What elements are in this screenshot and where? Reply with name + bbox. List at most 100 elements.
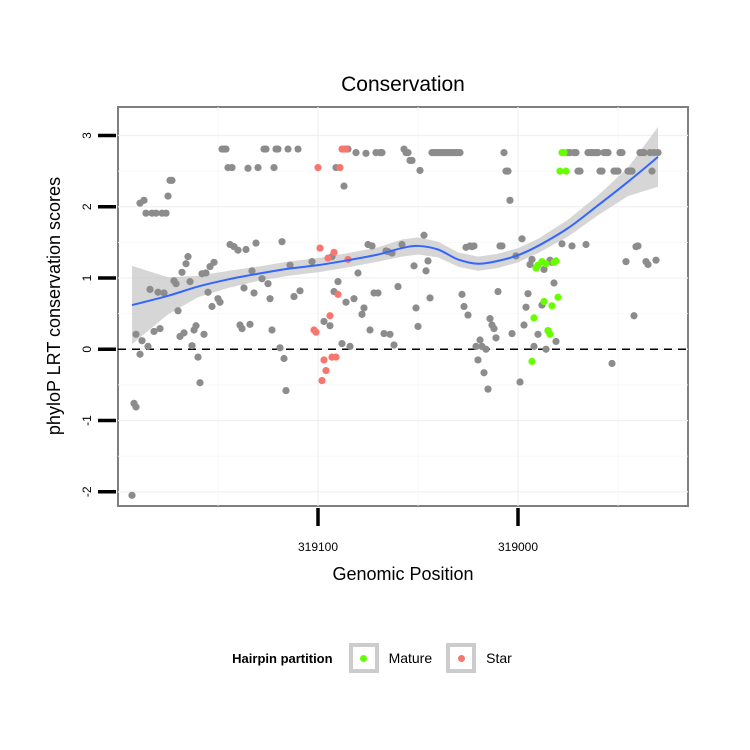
point-other-151 bbox=[474, 356, 482, 364]
point-star-8 bbox=[326, 312, 334, 320]
point-other-157 bbox=[486, 315, 494, 323]
point-other-79 bbox=[294, 145, 302, 153]
point-other-65 bbox=[262, 145, 270, 153]
point-other-170 bbox=[516, 378, 524, 386]
point-other-110 bbox=[386, 330, 394, 338]
point-mature-8 bbox=[546, 330, 554, 338]
point-other-206 bbox=[604, 149, 612, 157]
point-other-18 bbox=[162, 209, 170, 217]
point-other-222 bbox=[640, 149, 648, 157]
point-mature-9 bbox=[548, 302, 556, 310]
point-other-155 bbox=[482, 345, 490, 353]
point-other-226 bbox=[648, 167, 656, 175]
y-tick-label-0: -2 bbox=[80, 486, 94, 497]
point-other-122 bbox=[414, 322, 422, 331]
x-axis: 319100 319000 bbox=[298, 508, 538, 554]
point-other-6 bbox=[138, 337, 146, 345]
point-star-7 bbox=[324, 254, 332, 262]
point-other-19 bbox=[164, 192, 172, 200]
point-mature-5 bbox=[540, 297, 548, 306]
point-other-96 bbox=[358, 310, 366, 318]
point-other-212 bbox=[618, 149, 626, 157]
legend-label-star: Star bbox=[486, 650, 512, 666]
point-other-112 bbox=[390, 341, 398, 349]
point-other-39 bbox=[204, 288, 212, 296]
point-other-120 bbox=[410, 262, 418, 270]
point-other-26 bbox=[178, 268, 186, 276]
point-other-154 bbox=[480, 369, 488, 377]
point-star-11 bbox=[332, 353, 340, 361]
point-star-3 bbox=[316, 244, 324, 252]
point-other-30 bbox=[186, 277, 194, 286]
point-other-29 bbox=[184, 253, 192, 261]
point-other-98 bbox=[362, 149, 370, 157]
point-other-33 bbox=[192, 322, 200, 330]
plot-panel bbox=[117, 106, 689, 507]
point-other-100 bbox=[366, 326, 374, 334]
point-other-213 bbox=[622, 258, 630, 266]
point-other-164 bbox=[500, 149, 508, 157]
point-other-125 bbox=[422, 267, 430, 275]
point-other-42 bbox=[210, 258, 218, 266]
point-other-71 bbox=[274, 145, 282, 153]
confidence-ribbon bbox=[132, 126, 658, 345]
point-other-62 bbox=[254, 163, 262, 172]
point-other-38 bbox=[202, 269, 210, 277]
point-other-217 bbox=[630, 312, 638, 320]
point-other-9 bbox=[144, 342, 152, 350]
point-other-76 bbox=[284, 145, 292, 153]
point-other-63 bbox=[258, 275, 266, 283]
point-other-57 bbox=[244, 164, 252, 172]
point-star-4 bbox=[318, 377, 326, 385]
points-layer bbox=[128, 145, 662, 499]
point-other-177 bbox=[530, 342, 538, 350]
point-other-56 bbox=[242, 245, 250, 254]
point-other-163 bbox=[498, 242, 506, 250]
point-other-72 bbox=[276, 344, 284, 352]
point-star-2 bbox=[310, 326, 318, 334]
point-other-97 bbox=[360, 304, 368, 312]
point-other-107 bbox=[380, 329, 388, 338]
point-star-16 bbox=[342, 145, 350, 153]
point-other-149 bbox=[470, 242, 478, 250]
point-other-114 bbox=[398, 240, 406, 249]
x-tick-label-1: 319000 bbox=[498, 540, 538, 554]
point-other-190 bbox=[568, 242, 576, 250]
point-other-93 bbox=[350, 295, 358, 303]
point-other-41 bbox=[208, 302, 216, 311]
point-other-90 bbox=[342, 298, 350, 306]
point-other-159 bbox=[490, 324, 498, 333]
point-other-83 bbox=[326, 322, 334, 330]
point-other-95 bbox=[354, 269, 362, 277]
point-other-186 bbox=[552, 337, 560, 346]
point-star-13 bbox=[336, 163, 344, 172]
point-mature-0 bbox=[528, 357, 536, 365]
point-other-0 bbox=[128, 491, 136, 499]
legend: Hairpin partition Mature Star bbox=[0, 640, 750, 676]
point-other-21 bbox=[168, 176, 176, 184]
point-other-119 bbox=[408, 156, 416, 165]
y-tick-label-5: 3 bbox=[80, 132, 94, 139]
point-mature-6 bbox=[542, 260, 550, 268]
point-other-10 bbox=[146, 285, 154, 293]
point-other-89 bbox=[340, 182, 348, 190]
point-star-6 bbox=[322, 367, 330, 375]
point-star-0 bbox=[314, 163, 322, 172]
point-other-150 bbox=[472, 342, 480, 350]
point-other-173 bbox=[522, 303, 530, 311]
point-other-144 bbox=[460, 302, 468, 311]
point-other-101 bbox=[368, 242, 376, 250]
point-other-37 bbox=[200, 330, 208, 338]
y-tick-label-2: 0 bbox=[80, 346, 94, 353]
point-other-17 bbox=[160, 289, 168, 297]
point-other-44 bbox=[216, 298, 224, 306]
conservation-chart: Conservation -2 -1 0 1 2 3 319100 319000 Genom… bbox=[44, 73, 689, 584]
point-other-69 bbox=[270, 163, 278, 172]
point-star-10 bbox=[330, 248, 338, 256]
point-other-117 bbox=[404, 149, 412, 157]
point-other-124 bbox=[420, 231, 428, 239]
point-mature-12 bbox=[552, 257, 560, 265]
point-other-180 bbox=[540, 265, 548, 274]
point-other-185 bbox=[550, 279, 558, 287]
y-tick-label-4: 2 bbox=[80, 203, 94, 210]
